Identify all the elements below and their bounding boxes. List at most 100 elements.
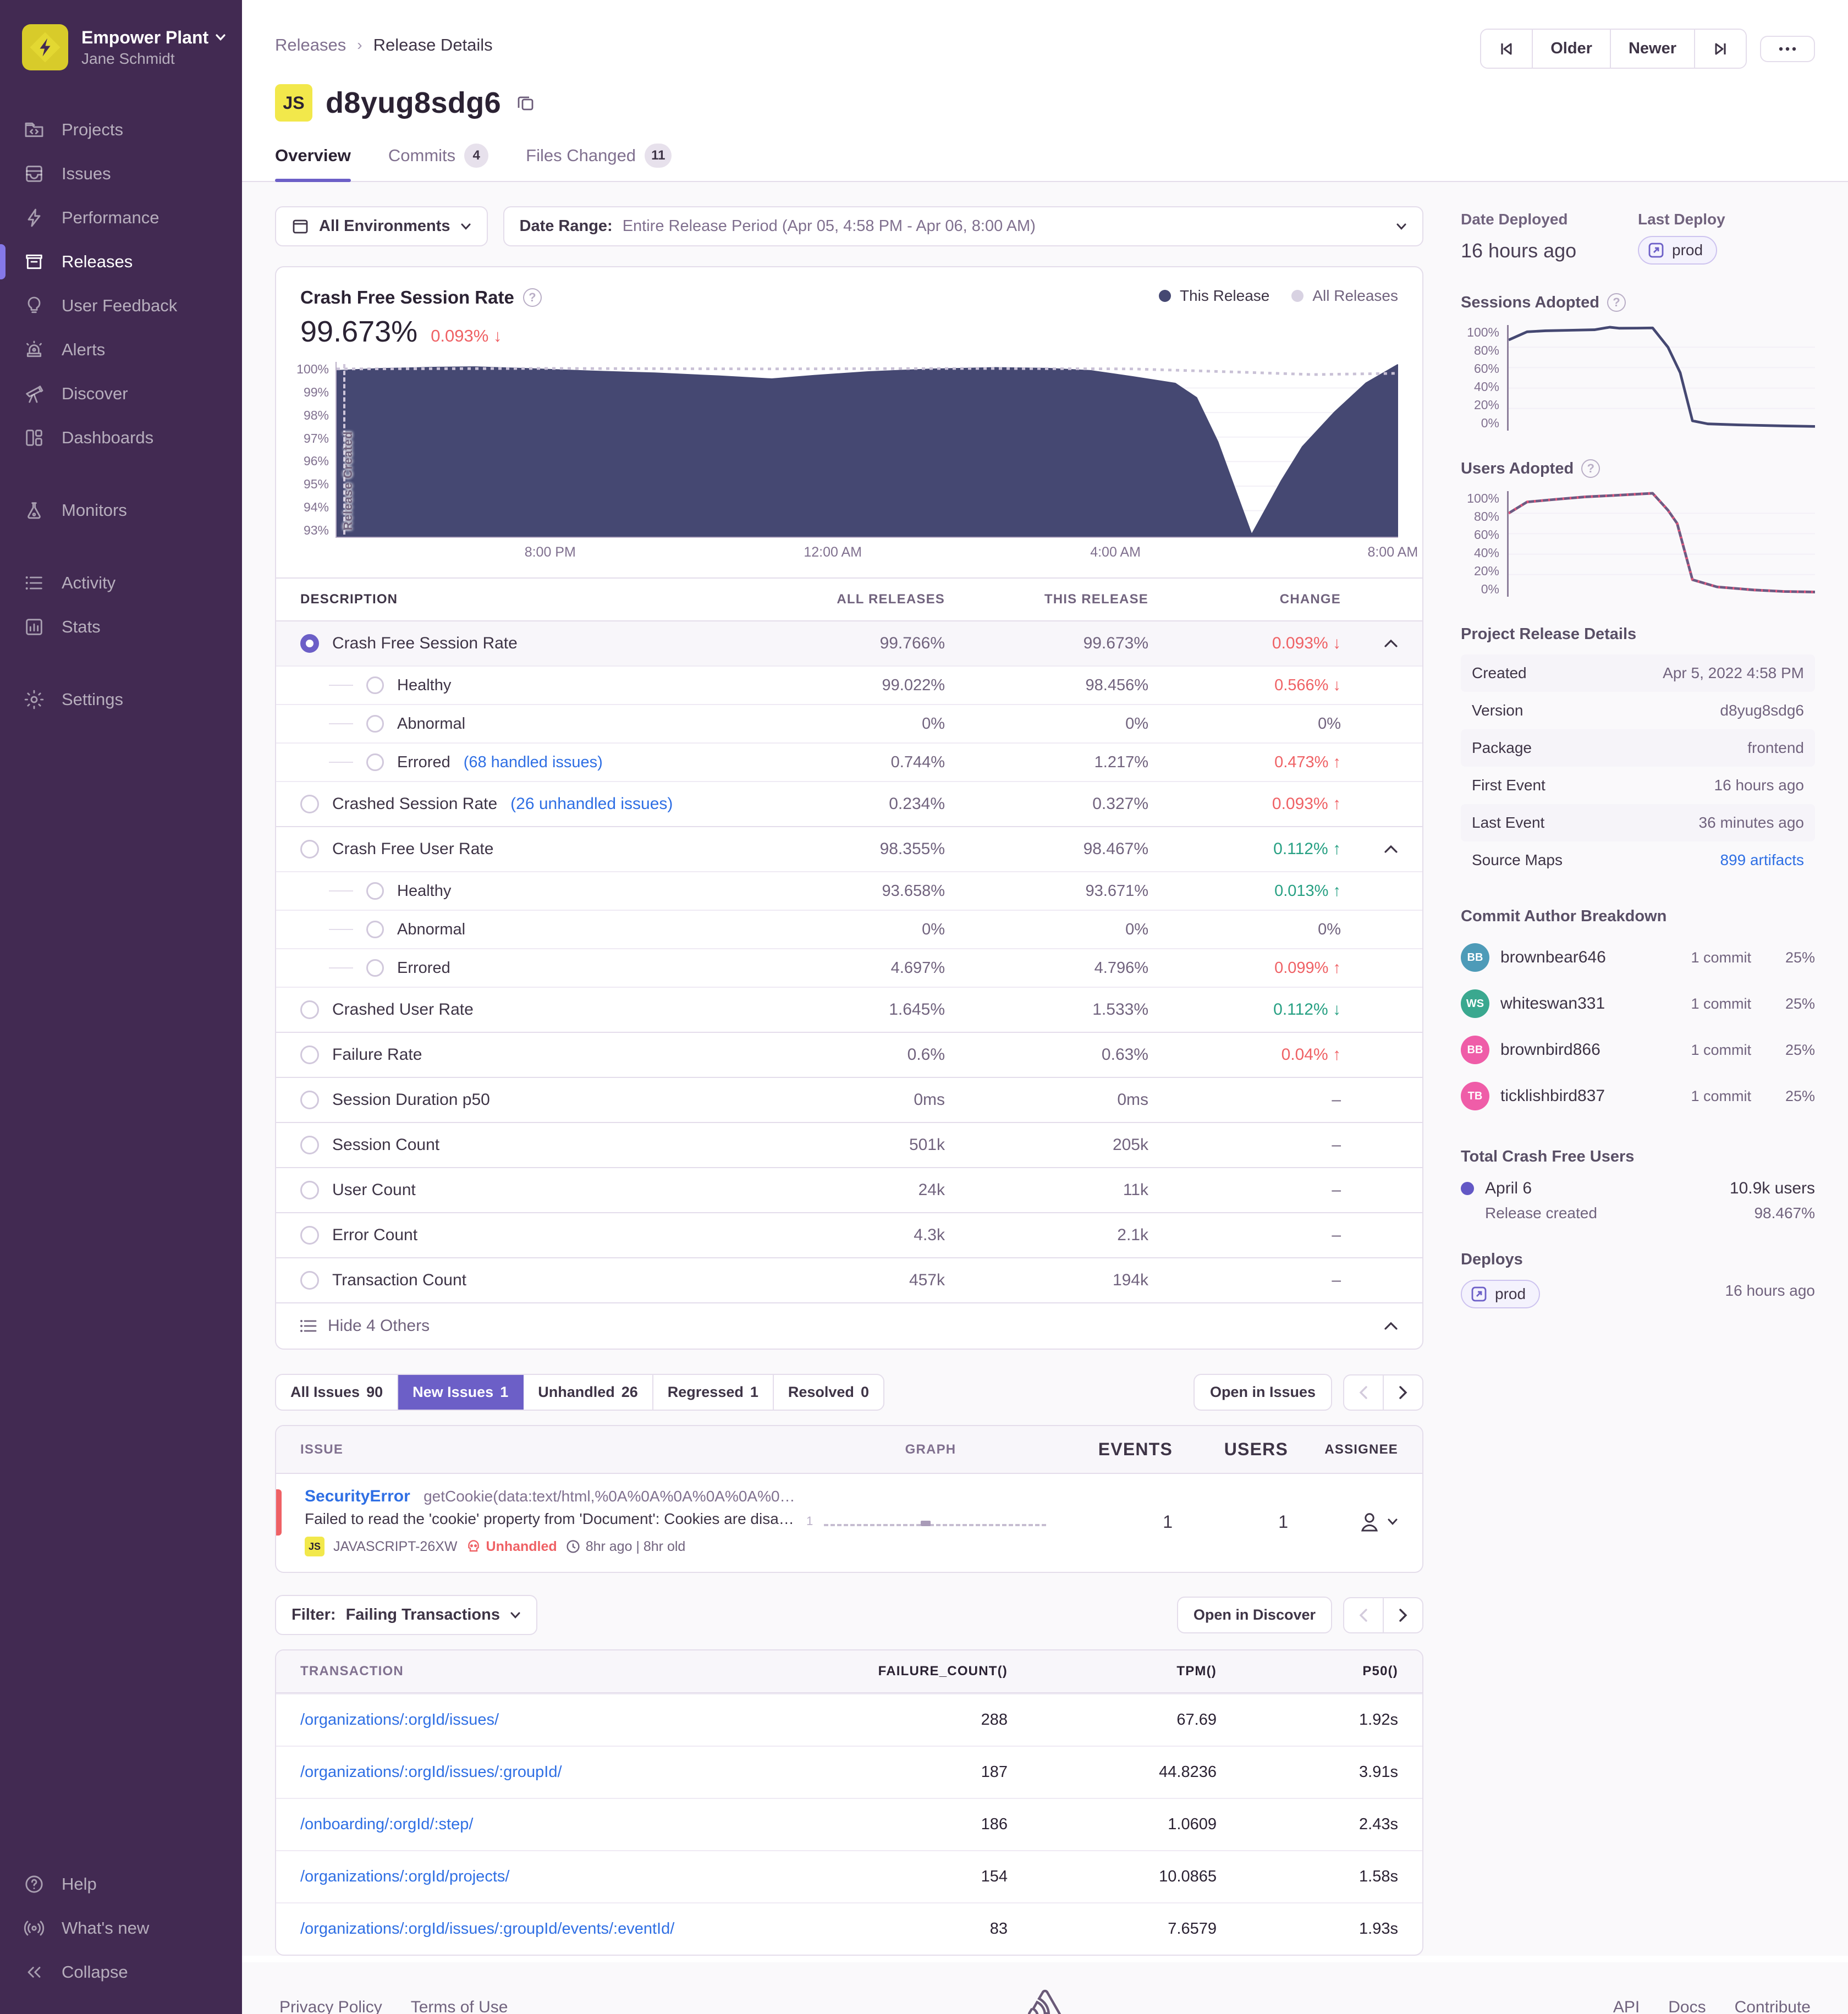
- breadcrumb-releases[interactable]: Releases: [275, 35, 346, 54]
- privacy-policy-link[interactable]: Privacy Policy: [279, 1998, 382, 2014]
- metric-radio[interactable]: [300, 795, 319, 813]
- assignee-selector[interactable]: [1288, 1510, 1398, 1534]
- tab-commits[interactable]: Commits 4: [388, 144, 489, 181]
- metric-row-session-duration[interactable]: Session Duration p50 0ms 0ms –: [276, 1077, 1422, 1122]
- tab-regressed[interactable]: Regressed 1: [653, 1375, 774, 1410]
- metric-row-crash-free-session-rate[interactable]: Crash Free Session Rate 99.766% 99.673% …: [276, 620, 1422, 665]
- source-maps-link[interactable]: 899 artifacts: [1720, 851, 1804, 868]
- sidebar-item-settings[interactable]: Settings: [0, 678, 242, 722]
- metric-row-errored[interactable]: Errored (68 handled issues) 0.744% 1.217%…: [276, 742, 1422, 781]
- sidebar-item-releases[interactable]: Releases: [0, 240, 242, 284]
- metric-radio[interactable]: [300, 1045, 319, 1064]
- metric-radio[interactable]: [366, 676, 384, 694]
- org-switcher[interactable]: Empower Plant Jane Schmidt: [0, 24, 242, 70]
- transaction-link[interactable]: /onboarding/:orgId/:step/: [300, 1815, 474, 1833]
- metric-row-crash-free-user-rate[interactable]: Crash Free User Rate 98.355% 98.467% 0.1…: [276, 826, 1422, 871]
- metric-radio[interactable]: [300, 1136, 319, 1154]
- handled-issues-link[interactable]: (68 handled issues): [463, 753, 603, 771]
- metric-radio[interactable]: [366, 715, 384, 733]
- sidebar-item-collapse[interactable]: Collapse: [0, 1950, 242, 1994]
- transaction-row[interactable]: /onboarding/:orgId/:step/ 186 1.0609 2.4…: [276, 1798, 1422, 1850]
- issue-row[interactable]: SecurityError getCookie(data:text/html,%…: [276, 1474, 1422, 1572]
- unhandled-issues-link[interactable]: (26 unhandled issues): [510, 795, 673, 813]
- hide-others-toggle[interactable]: Hide 4 Others: [276, 1302, 1422, 1349]
- metric-row-errored-users[interactable]: Errored 4.697% 4.796% 0.099% ↑: [276, 948, 1422, 987]
- metric-radio[interactable]: [366, 753, 384, 771]
- sidebar-item-performance[interactable]: Performance: [0, 196, 242, 240]
- terms-of-use-link[interactable]: Terms of Use: [410, 1998, 508, 2014]
- sidebar-item-projects[interactable]: Projects: [0, 108, 242, 152]
- transaction-link[interactable]: /organizations/:orgId/issues/:groupId/ev…: [300, 1920, 675, 1938]
- next-page-button[interactable]: [1384, 1375, 1422, 1410]
- metric-row-abnormal[interactable]: Abnormal 0% 0% 0%: [276, 704, 1422, 742]
- sidebar-item-monitors[interactable]: Monitors: [0, 488, 242, 532]
- metric-row-session-count[interactable]: Session Count 501k 205k –: [276, 1122, 1422, 1167]
- metric-radio[interactable]: [366, 921, 384, 938]
- sidebar-item-dashboards[interactable]: Dashboards: [0, 416, 242, 460]
- open-in-discover-button[interactable]: Open in Discover: [1176, 1597, 1332, 1633]
- newest-release-button[interactable]: [1695, 30, 1746, 68]
- metric-radio[interactable]: [300, 1181, 319, 1199]
- deploy-env-badge[interactable]: prod: [1461, 1280, 1541, 1308]
- metric-radio[interactable]: [366, 959, 384, 977]
- sidebar-item-user-feedback[interactable]: User Feedback: [0, 284, 242, 328]
- metric-radio[interactable]: [366, 882, 384, 900]
- next-page-button[interactable]: [1384, 1598, 1422, 1632]
- deploy-env-badge[interactable]: prod: [1638, 236, 1718, 265]
- metric-radio[interactable]: [300, 1226, 319, 1245]
- tab-unhandled[interactable]: Unhandled 26: [524, 1375, 653, 1410]
- date-range-selector[interactable]: Date Range: Entire Release Period (Apr 0…: [503, 206, 1423, 246]
- tab-all-issues[interactable]: All Issues 90: [276, 1375, 399, 1410]
- older-button[interactable]: Older: [1533, 30, 1611, 68]
- metric-row-healthy[interactable]: Healthy 99.022% 98.456% 0.566% ↓: [276, 665, 1422, 704]
- metric-row-healthy-users[interactable]: Healthy 93.658% 93.671% 0.013% ↑: [276, 871, 1422, 910]
- more-actions-button[interactable]: [1760, 35, 1815, 62]
- environment-selector[interactable]: All Environments: [275, 206, 488, 246]
- tab-overview[interactable]: Overview: [275, 144, 351, 182]
- api-link[interactable]: API: [1613, 1998, 1640, 2014]
- transaction-row[interactable]: /organizations/:orgId/projects/ 154 10.0…: [276, 1850, 1422, 1902]
- help-tooltip-icon[interactable]: ?: [1607, 293, 1626, 312]
- legend-this-release[interactable]: This Release: [1158, 287, 1269, 305]
- transaction-row[interactable]: /organizations/:orgId/issues/:groupId/ 1…: [276, 1746, 1422, 1798]
- prev-page-button[interactable]: [1344, 1598, 1384, 1632]
- open-in-issues-button[interactable]: Open in Issues: [1193, 1374, 1332, 1411]
- contribute-link[interactable]: Contribute: [1734, 1998, 1811, 2014]
- transaction-row[interactable]: /organizations/:orgId/issues/:groupId/ev…: [276, 1902, 1422, 1955]
- chevron-up-icon[interactable]: [1384, 639, 1398, 648]
- sidebar-item-whats-new[interactable]: What's new: [0, 1906, 242, 1950]
- prev-page-button[interactable]: [1344, 1375, 1384, 1410]
- issue-title-link[interactable]: SecurityError: [305, 1487, 410, 1505]
- metric-row-transaction-count[interactable]: Transaction Count 457k 194k –: [276, 1257, 1422, 1302]
- transaction-link[interactable]: /organizations/:orgId/projects/: [300, 1868, 510, 1885]
- sidebar-item-help[interactable]: Help: [0, 1862, 242, 1906]
- sidebar-item-discover[interactable]: Discover: [0, 372, 242, 416]
- sidebar-item-alerts[interactable]: Alerts: [0, 328, 242, 372]
- metric-row-crashed-session-rate[interactable]: Crashed Session Rate (26 unhandled issues…: [276, 781, 1422, 826]
- transactions-filter[interactable]: Filter: Failing Transactions: [275, 1595, 537, 1635]
- metric-row-failure-rate[interactable]: Failure Rate 0.6% 0.63% 0.04% ↑: [276, 1032, 1422, 1077]
- metric-row-crashed-user-rate[interactable]: Crashed User Rate 1.645% 1.533% 0.112% ↓: [276, 987, 1422, 1032]
- metric-row-user-count[interactable]: User Count 24k 11k –: [276, 1167, 1422, 1212]
- transaction-link[interactable]: /organizations/:orgId/issues/:groupId/: [300, 1763, 562, 1781]
- copy-version-icon[interactable]: [516, 93, 535, 112]
- sidebar-item-stats[interactable]: Stats: [0, 605, 242, 649]
- metric-row-abnormal-users[interactable]: Abnormal 0% 0% 0%: [276, 910, 1422, 948]
- transaction-row[interactable]: /organizations/:orgId/issues/ 288 67.69 …: [276, 1693, 1422, 1746]
- oldest-release-button[interactable]: [1481, 30, 1533, 68]
- metric-radio[interactable]: [300, 1000, 319, 1019]
- help-tooltip-icon[interactable]: ?: [522, 288, 542, 307]
- tab-new-issues[interactable]: New Issues 1: [398, 1375, 524, 1410]
- metric-radio[interactable]: [300, 840, 319, 859]
- sidebar-item-activity[interactable]: Activity: [0, 561, 242, 605]
- newer-button[interactable]: Newer: [1610, 30, 1695, 68]
- transaction-link[interactable]: /organizations/:orgId/issues/: [300, 1711, 499, 1729]
- metric-radio[interactable]: [300, 634, 319, 653]
- tab-resolved[interactable]: Resolved 0: [788, 1384, 869, 1400]
- chevron-up-icon[interactable]: [1384, 845, 1398, 854]
- tab-files-changed[interactable]: Files Changed 11: [526, 144, 672, 181]
- docs-link[interactable]: Docs: [1668, 1998, 1706, 2014]
- sidebar-item-issues[interactable]: Issues: [0, 152, 242, 196]
- legend-all-releases[interactable]: All Releases: [1291, 287, 1398, 305]
- help-tooltip-icon[interactable]: ?: [1581, 459, 1601, 478]
